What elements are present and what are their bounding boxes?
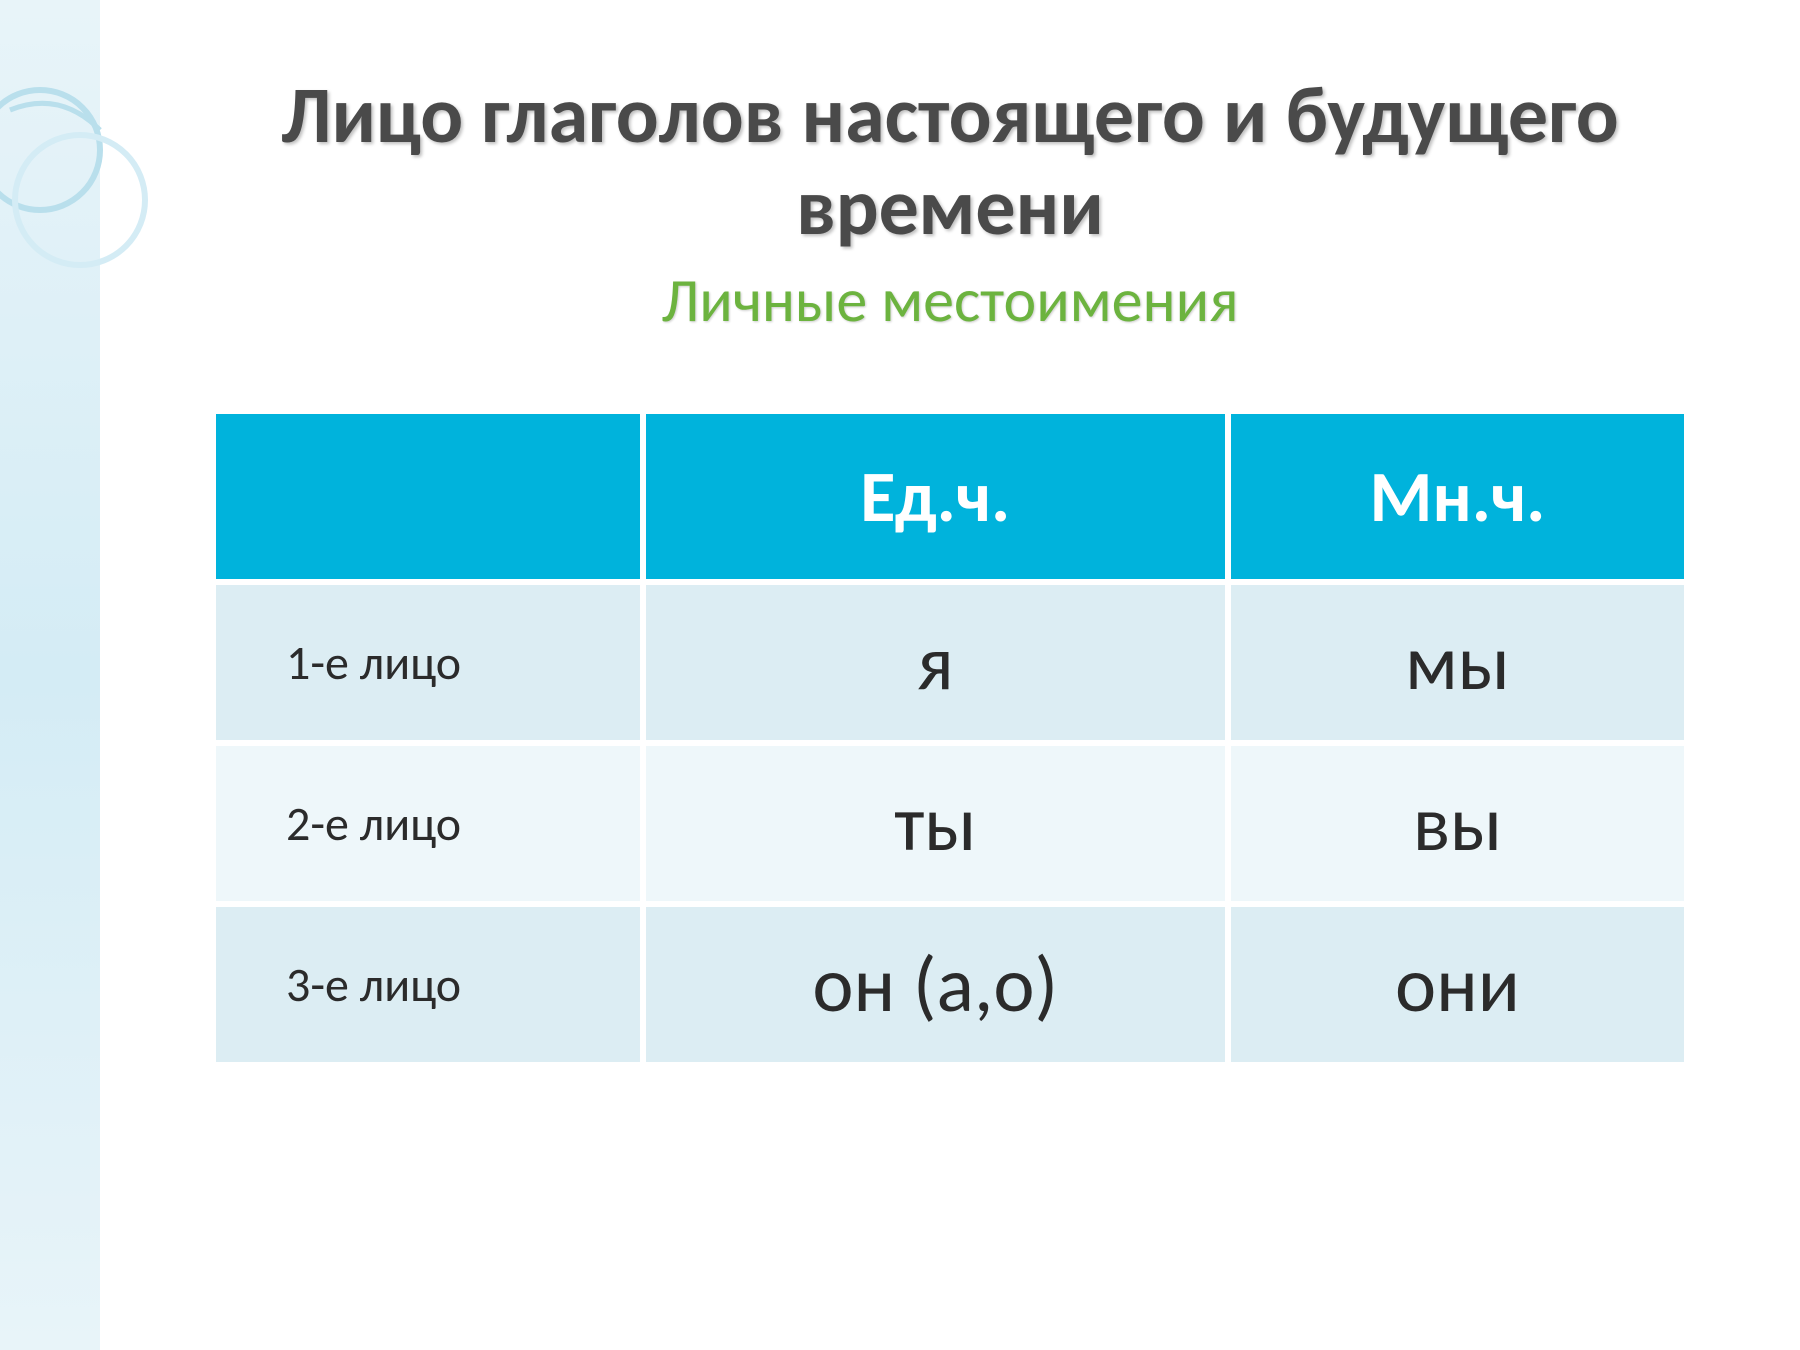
subtitle: Личные местоимения — [190, 262, 1710, 338]
cell-plural: они — [1231, 907, 1684, 1062]
table-header-row: Ед.ч. Мн.ч. — [216, 414, 1684, 579]
main-title: Лицо глаголов настоящего и будущего врем… — [190, 70, 1710, 254]
row-label: 3-е лицо — [216, 907, 640, 1062]
cell-singular: ты — [646, 746, 1225, 901]
slide-content: Лицо глаголов настоящего и будущего врем… — [100, 0, 1800, 1350]
cell-plural: вы — [1231, 746, 1684, 901]
pronoun-table: Ед.ч. Мн.ч. 1-е лицо я мы 2-е лицо ты вы… — [210, 408, 1690, 1068]
cell-singular: я — [646, 585, 1225, 740]
row-label: 1-е лицо — [216, 585, 640, 740]
header-plural: Мн.ч. — [1231, 414, 1684, 579]
table-row: 2-е лицо ты вы — [216, 746, 1684, 901]
row-label: 2-е лицо — [216, 746, 640, 901]
cell-singular: он (а,о) — [646, 907, 1225, 1062]
header-empty — [216, 414, 640, 579]
cell-plural: мы — [1231, 585, 1684, 740]
title-block: Лицо глаголов настоящего и будущего врем… — [190, 70, 1710, 338]
table-row: 1-е лицо я мы — [216, 585, 1684, 740]
header-singular: Ед.ч. — [646, 414, 1225, 579]
table-row: 3-е лицо он (а,о) они — [216, 907, 1684, 1062]
sidebar-decoration — [0, 0, 100, 1350]
